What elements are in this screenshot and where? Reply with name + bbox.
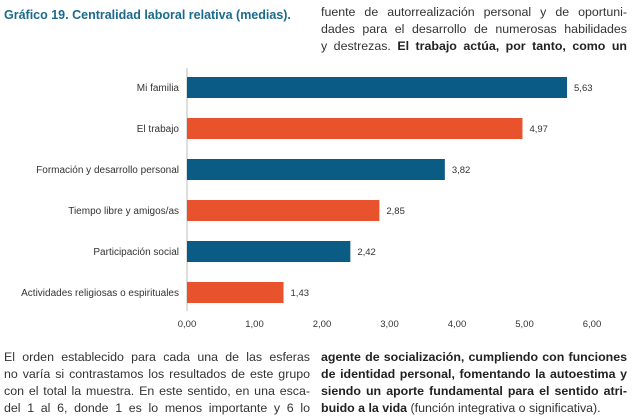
bar: [187, 241, 351, 262]
category-label: Mi familia: [137, 83, 180, 94]
text-line: de identidad personal, fomentando la aut…: [321, 366, 627, 383]
body-text-right-bottom: agente de socialización, cumpliendo con …: [321, 349, 627, 417]
data-label: 5,63: [574, 83, 593, 94]
text-line: con el total la muestra. En este sentido…: [4, 384, 310, 398]
data-label: 2,42: [357, 247, 376, 258]
category-label: Tiempo libre y amigos/as: [68, 206, 179, 217]
category-label: Participación social: [93, 247, 179, 258]
text-bold: agente de socialización, cumpliendo con …: [321, 350, 627, 364]
category-label: El trabajo: [137, 124, 180, 135]
data-label: 4,97: [529, 124, 548, 135]
x-tick-label: 6,00: [583, 319, 602, 330]
x-tick-label: 1,00: [245, 319, 264, 330]
bar: [187, 77, 568, 98]
x-tick-label: 2,00: [313, 319, 332, 330]
text-line: no varía si contrastamos los resultados …: [4, 367, 310, 381]
bar-chart: Mi familia 5,63 El trabajo 4,97 Formación y …: [21, 68, 602, 330]
text-line: y destrezas. El trabajo actúa, por tanto…: [321, 38, 627, 55]
text-bold: El trabajo actúa, por tanto, como un: [397, 39, 627, 53]
data-label: 2,85: [386, 206, 405, 217]
bar: [187, 159, 445, 180]
text-line: agente de socialización, cumpliendo con …: [321, 349, 627, 366]
text-line: El orden establecido para cada una de la…: [4, 350, 310, 364]
text-line: dades para el desarrollo de numerosas ha…: [321, 22, 627, 36]
text-line: buido a la vida (función integrativa o s…: [321, 400, 627, 417]
text-bold: de identidad personal, fomentando la aut…: [321, 367, 627, 381]
body-text-left-bottom: El orden establecido para cada una de la…: [4, 349, 310, 417]
category-label: Formación y desarrollo personal: [36, 165, 179, 176]
text-bold: buido a la vida: [321, 401, 408, 415]
x-tick-label: 0,00: [178, 319, 197, 330]
bar: [187, 200, 380, 221]
text-plain: y destrezas.: [321, 39, 391, 53]
text-line: siendo un aporte fundamental para el sen…: [321, 383, 627, 400]
x-tick-label: 5,00: [515, 319, 534, 330]
category-label: Actividades religiosas o espirituales: [21, 288, 179, 299]
x-tick-label: 3,00: [380, 319, 399, 330]
x-tick-label: 4,00: [448, 319, 467, 330]
chart-title: Gráfico 19. Centralidad laboral relativa…: [4, 8, 291, 22]
body-text-right-top: fuente de autorrealización personal y de…: [321, 4, 627, 55]
text-plain: (función integrativa o significativa).: [410, 401, 601, 415]
data-label: 3,82: [452, 165, 471, 176]
bar: [187, 118, 523, 139]
data-label: 1,43: [291, 288, 310, 299]
text-line: fuente de autorrealización personal y de…: [321, 5, 627, 19]
text-line: del 1 al 6, donde 1 es lo menos importan…: [4, 401, 310, 415]
bar: [187, 282, 284, 303]
text-bold: siendo un aporte fundamental para el sen…: [321, 384, 627, 398]
